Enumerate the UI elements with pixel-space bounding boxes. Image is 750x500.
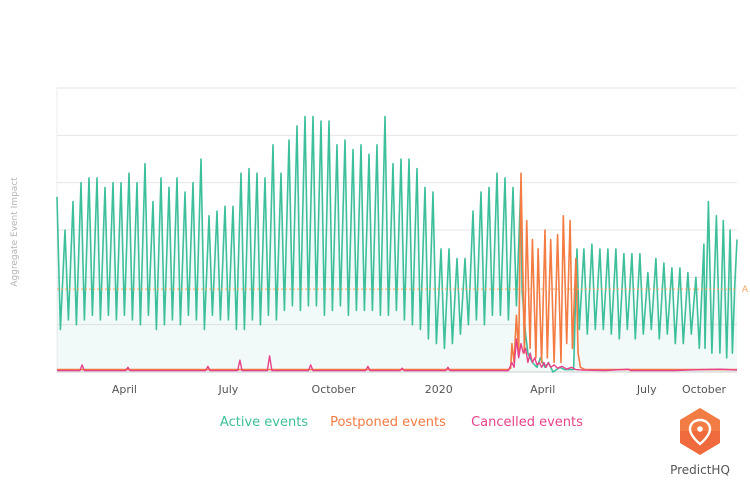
postponed-events-line bbox=[57, 172, 737, 371]
x-tick-label: 2020 bbox=[425, 383, 453, 396]
active-events-area bbox=[57, 116, 737, 373]
plot-area: A April July October 2020 April July October bbox=[56, 87, 749, 396]
x-tick-label: October bbox=[312, 383, 356, 396]
legend: Active events Postponed events Cancelled… bbox=[220, 415, 583, 430]
legend-postponed-events[interactable]: Postponed events bbox=[330, 415, 446, 430]
average-line-group: A bbox=[57, 285, 749, 295]
x-axis-ticks: April July October 2020 April July October bbox=[112, 383, 727, 396]
x-tick-label: April bbox=[112, 383, 137, 396]
x-tick-label: July bbox=[636, 383, 657, 396]
x-tick-label: July bbox=[218, 383, 239, 396]
active-events-line bbox=[56, 115, 738, 373]
brand-name: PredictHQ bbox=[670, 463, 730, 477]
cancelled-events-line bbox=[57, 338, 738, 372]
legend-active-events[interactable]: Active events bbox=[220, 415, 308, 430]
predicthq-logo: PredictHQ bbox=[670, 408, 730, 477]
x-tick-label: April bbox=[530, 383, 555, 396]
location-pin-icon bbox=[680, 408, 720, 455]
y-axis-label: Aggregate Event Impact bbox=[10, 177, 20, 287]
average-line-label: A bbox=[742, 285, 749, 295]
legend-cancelled-events[interactable]: Cancelled events bbox=[471, 415, 583, 430]
x-tick-label: October bbox=[682, 383, 726, 396]
series-group bbox=[56, 115, 738, 373]
